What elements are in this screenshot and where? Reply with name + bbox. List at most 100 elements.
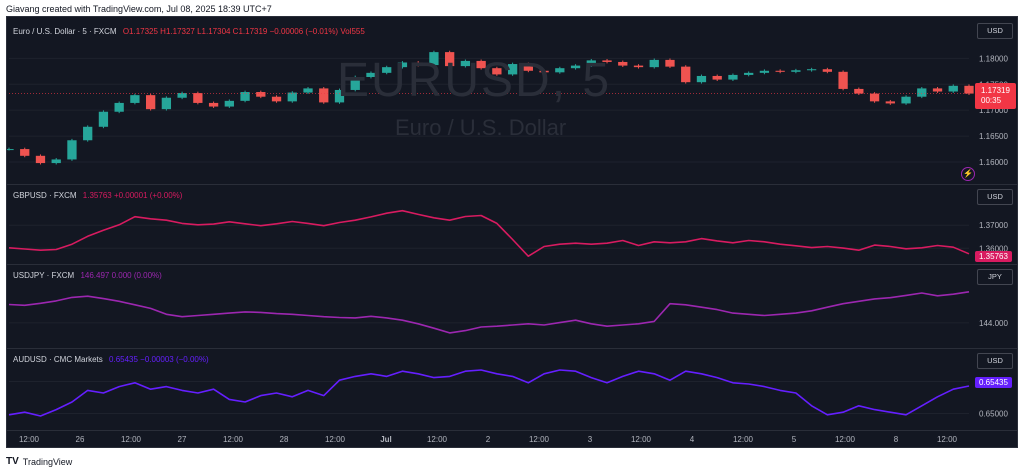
candle-body: [728, 74, 738, 80]
y-tick-label: 1.16500: [979, 132, 1008, 141]
x-tick-label: Jul: [380, 435, 392, 444]
x-tick-label: 12:00: [936, 435, 958, 444]
candle-body: [806, 69, 817, 71]
candle-body: [570, 65, 581, 69]
candle-body: [445, 52, 455, 67]
watermark-symbol: EURUSD, 5: [337, 54, 612, 107]
candle-body: [287, 92, 297, 102]
lightning-icon[interactable]: ⚡: [961, 167, 975, 181]
candle-body: [854, 88, 864, 94]
last-price: 1.17319: [981, 86, 1010, 95]
chart-plot-area[interactable]: 1.180001.175001.170001.165001.160001.370…: [7, 17, 1017, 447]
candle-body: [114, 102, 124, 112]
footer-brand: TradingView: [22, 456, 73, 467]
pane-eurusd: EURUSD, 5 Euro / U.S. Dollar Euro / U.S.…: [7, 17, 1017, 185]
legend-title: AUDUSD · CMC Markets: [13, 355, 103, 364]
currency-button[interactable]: USD: [977, 23, 1013, 39]
candle-body: [649, 59, 659, 68]
candle-body: [507, 64, 518, 75]
last-price-badge: 0.65435: [975, 377, 1012, 388]
candle-body: [885, 101, 895, 104]
candle-body: [838, 71, 848, 89]
candle-body: [460, 60, 471, 67]
candle-body: [193, 93, 203, 103]
x-tick-label: 3: [587, 435, 593, 444]
candle-body: [51, 159, 61, 164]
x-tick-label: 12:00: [630, 435, 652, 444]
legend-values: 146.497 0.000 (0.00%): [80, 271, 162, 280]
candle-body: [397, 62, 408, 68]
y-tick-label: 144.000: [979, 319, 1008, 328]
legend-eurusd: Euro / U.S. Dollar · 5 · FXCM O1.17325 H…: [13, 27, 365, 36]
candle-body: [350, 77, 360, 90]
candle-body: [208, 102, 219, 107]
candle-body: [712, 75, 722, 80]
candle-body: [492, 68, 502, 75]
legend-title: GBPUSD · FXCM: [13, 191, 77, 200]
x-tick-label: 12:00: [834, 435, 856, 444]
x-tick-label: 12:00: [120, 435, 142, 444]
candle-body: [145, 95, 156, 110]
candle-body: [240, 92, 250, 101]
tradingview-logo-icon: TV: [6, 456, 19, 467]
candle-body: [618, 61, 628, 66]
y-tick-label: 1.18000: [979, 54, 1008, 63]
x-tick-label: 12:00: [222, 435, 244, 444]
candle-body: [382, 67, 392, 73]
candle-body: [586, 60, 596, 66]
candle-body: [665, 59, 675, 67]
candle-body: [555, 68, 565, 73]
candle-body: [869, 93, 880, 102]
candle-body: [271, 96, 282, 102]
candle-body: [523, 64, 533, 71]
footer: TV TradingView: [6, 456, 72, 467]
candle-body: [35, 155, 46, 164]
candle-body: [83, 126, 93, 141]
candle-body: [413, 62, 423, 66]
legend-title: USDJPY · FXCM: [13, 271, 75, 280]
candle-body: [964, 85, 974, 94]
x-tick-label: 12:00: [18, 435, 40, 444]
legend-title: Euro / U.S. Dollar · 5 · FXCM: [13, 27, 117, 36]
legend-gbpusd: GBPUSD · FXCM 1.35763 +0.00001 (+0.00%): [13, 191, 182, 200]
chart-attribution: Giavang created with TradingView.com, Ju…: [6, 4, 272, 14]
x-tick-label: 5: [791, 435, 797, 444]
candle-body: [177, 93, 187, 98]
candle-body: [744, 72, 754, 75]
chart-canvas[interactable]: 1.180001.175001.170001.165001.160001.370…: [6, 16, 1018, 448]
x-tick-label: 4: [689, 435, 695, 444]
candle-body: [334, 89, 345, 103]
candle-body: [303, 88, 313, 93]
x-tick-label: 2: [485, 435, 491, 444]
x-tick-label: 8: [893, 435, 899, 444]
currency-button[interactable]: JPY: [977, 269, 1013, 285]
candle-body: [366, 72, 376, 77]
candle-body: [319, 88, 329, 103]
y-tick-label: 0.65000: [979, 409, 1008, 418]
candle-body: [917, 88, 927, 97]
legend-audusd: AUDUSD · CMC Markets 0.65435 −0.00003 (−…: [13, 355, 209, 364]
y-tick-label: 1.37000: [979, 221, 1008, 230]
candle-body: [901, 96, 911, 104]
x-tick-label: 12:00: [324, 435, 346, 444]
candle-body: [633, 65, 644, 68]
candle-body: [696, 75, 707, 83]
candle-body: [932, 88, 943, 92]
candle-body: [7, 149, 14, 151]
candle-body: [602, 60, 612, 62]
currency-button[interactable]: USD: [977, 353, 1013, 369]
legend-values: 1.35763 +0.00001 (+0.00%): [82, 191, 183, 200]
watermark-name: Euro / U.S. Dollar: [395, 115, 567, 140]
y-tick-label: 1.16000: [979, 158, 1008, 167]
candle-body: [476, 60, 486, 69]
candle-body: [161, 97, 172, 110]
candle-body: [539, 70, 549, 73]
last-price-badge: 1.35763: [975, 251, 1012, 262]
pane-audusd: AUDUSD · CMC Markets 0.65435 −0.00003 (−…: [7, 349, 1017, 431]
currency-button[interactable]: USD: [977, 189, 1013, 205]
series-line: [8, 291, 970, 334]
x-tick-label: 12:00: [732, 435, 754, 444]
last-price-badge: 1.17319 00:35: [975, 83, 1016, 109]
pane-usdjpy: USDJPY · FXCM 146.497 0.000 (0.00%) JPY: [7, 265, 1017, 349]
x-tick-label: 27: [177, 435, 187, 444]
